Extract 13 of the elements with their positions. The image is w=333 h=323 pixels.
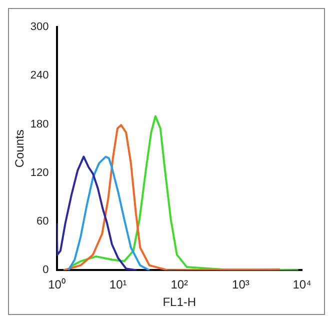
x-tick-label: 10⁰: [48, 278, 66, 292]
y-tick-label: 240: [30, 70, 49, 82]
x-tick-label: 10²: [170, 278, 188, 292]
x-axis-title: FL1-H: [162, 295, 196, 310]
x-tick-label: 10³: [232, 278, 250, 292]
y-tick-label: 0: [42, 264, 49, 276]
y-tick-label: 300: [30, 21, 49, 34]
y-tick-label: 120: [30, 166, 49, 179]
x-tick-label: 10¹: [109, 278, 127, 292]
y-tick-label: 180: [30, 118, 49, 130]
y-axis-title: Counts: [12, 130, 27, 168]
y-tick-label: 60: [36, 216, 49, 228]
x-tick-label: 10⁴: [292, 278, 312, 292]
